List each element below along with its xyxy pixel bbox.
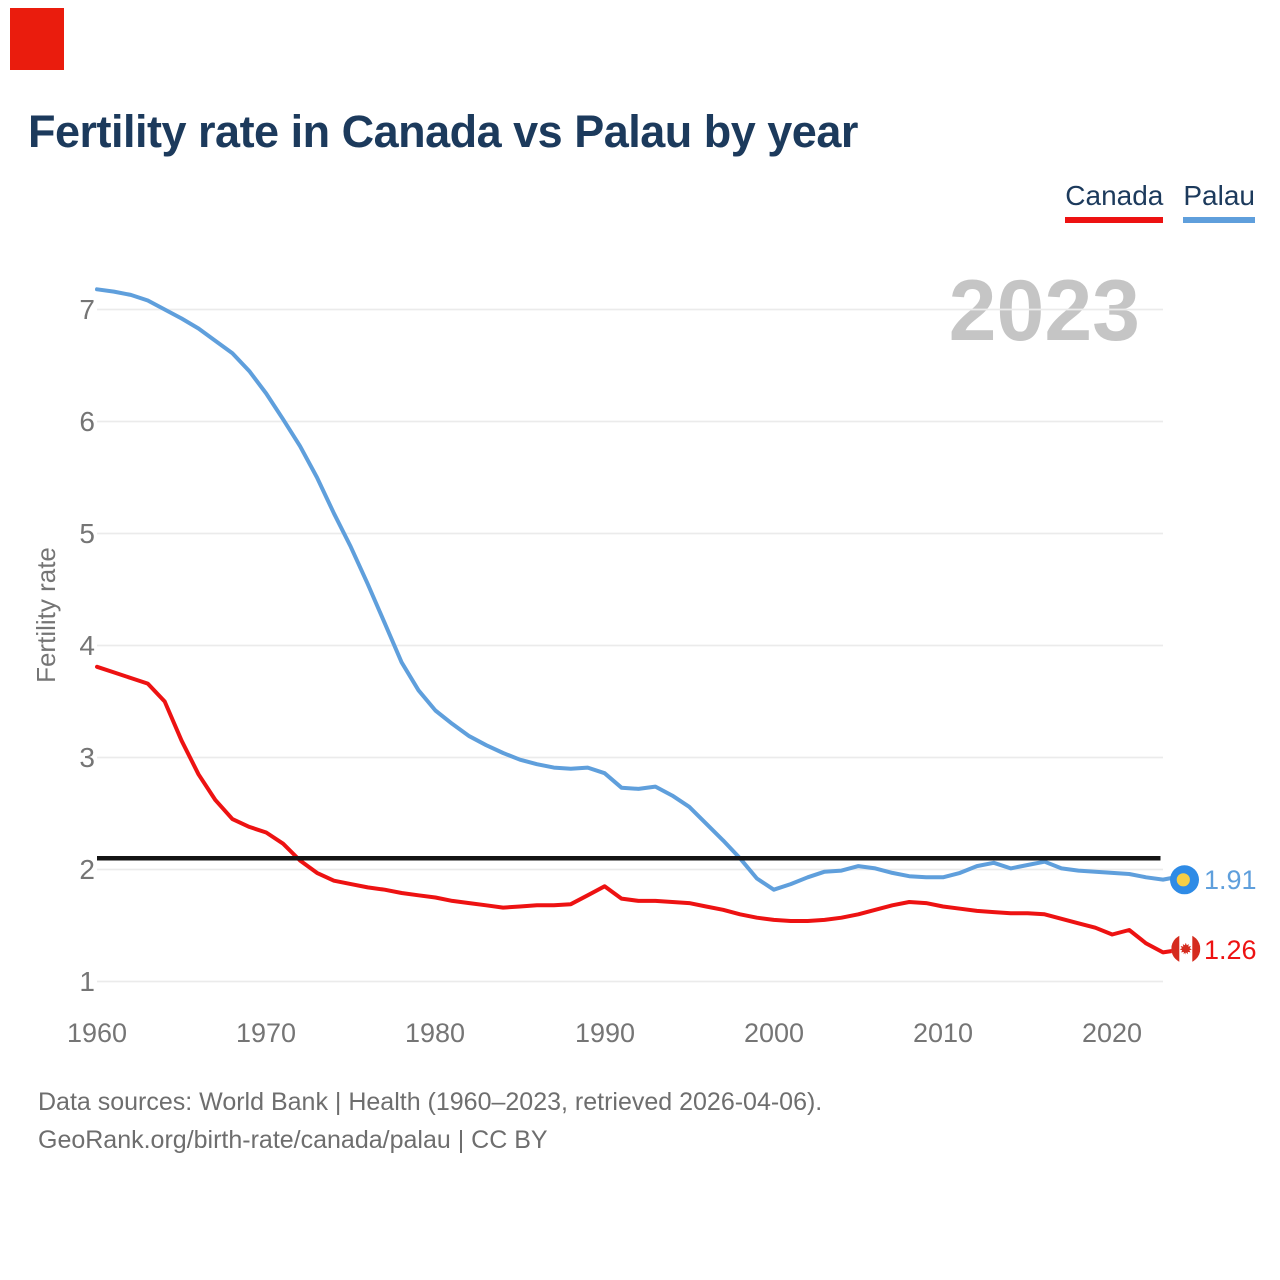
canada-end-value: 1.26 — [1204, 935, 1257, 965]
palau-end-value: 1.91 — [1204, 865, 1257, 895]
gridlines — [97, 308, 1163, 983]
y-tick-label: 5 — [79, 518, 95, 549]
red-marker-square — [10, 8, 64, 70]
canada-flag-right-band — [1192, 934, 1201, 964]
palau-flag-moon — [1176, 873, 1190, 887]
watermark-year: 2023 — [948, 263, 1140, 359]
page-title: Fertility rate in Canada vs Palau by yea… — [28, 106, 858, 157]
x-tick-label: 1960 — [66, 1018, 128, 1048]
y-tick-label: 1 — [79, 966, 95, 997]
y-tick-label: 2 — [79, 854, 95, 885]
x-tick-label: 2000 — [743, 1018, 805, 1048]
y-tick-label: 3 — [79, 742, 95, 773]
footer-attribution: GeoRank.org/birth-rate/canada/palau | CC… — [38, 1126, 548, 1154]
canada-flag-left-band — [1171, 934, 1180, 964]
x-tick-label: 2020 — [1081, 1018, 1143, 1048]
x-tick-label: 1970 — [235, 1018, 297, 1048]
x-tick-label: 2010 — [912, 1018, 974, 1048]
legend: Canada Palau — [1065, 180, 1255, 223]
canada-line — [95, 664, 1175, 955]
legend-item-palau[interactable]: Palau — [1183, 180, 1255, 223]
x-tick-label: 1980 — [404, 1018, 466, 1048]
y-tick-label: 6 — [79, 406, 95, 437]
palau-flag-icon — [1170, 865, 1199, 895]
canada-flag-icon — [1171, 934, 1201, 964]
maple-leaf-icon — [1179, 942, 1192, 955]
x-tick-label: 1990 — [574, 1018, 636, 1048]
legend-item-canada[interactable]: Canada — [1065, 180, 1164, 223]
y-tick-label: 7 — [79, 294, 95, 325]
palau-line — [95, 287, 1173, 892]
footer-sources: Data sources: World Bank | Health (1960–… — [38, 1088, 823, 1116]
y-tick-label: 4 — [79, 630, 95, 661]
